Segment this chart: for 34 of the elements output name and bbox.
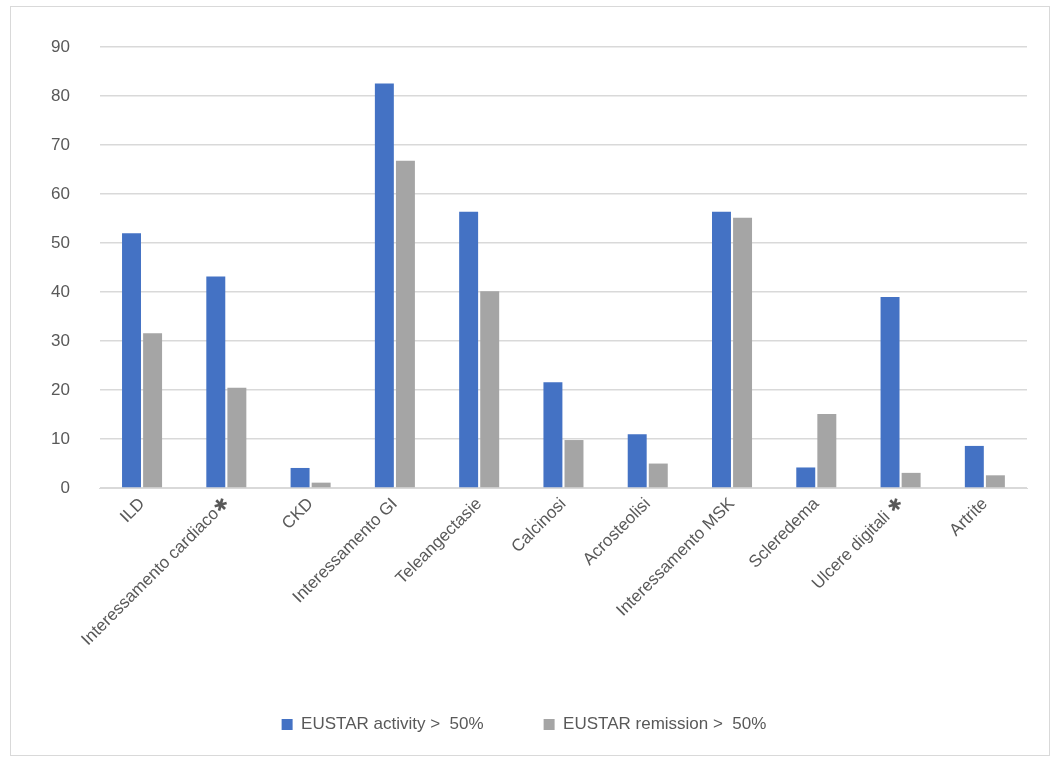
y-tick-label: 0 [60,477,70,497]
bar [206,276,226,488]
legend-label: EUSTAR remission > 50% [563,714,767,734]
bar [395,160,415,488]
bar [227,387,247,488]
y-tick-label: 60 [50,183,70,203]
y-tick-label: 50 [50,232,70,252]
y-tick-label: 40 [50,281,70,301]
y-tick-label: 80 [50,85,70,105]
bar [964,445,984,488]
bar [648,463,668,488]
bar [901,472,921,488]
bar [459,211,479,488]
bar [712,211,731,488]
bar [817,414,837,488]
bar [985,475,1005,488]
bar [564,440,584,488]
bar [143,333,163,488]
y-tick-label: 70 [50,134,70,154]
bar [627,434,647,488]
x-tick-label: ILD [116,493,149,527]
bar [122,233,141,488]
bar [733,217,753,488]
y-tick-label: 90 [50,36,70,56]
y-tick-label: 20 [50,379,70,399]
legend-label: EUSTAR activity > 50% [301,714,484,734]
bar [880,297,900,488]
y-tick-label: 30 [50,330,70,350]
bar [374,83,394,488]
bar [543,382,563,488]
bar [480,291,500,488]
bar [290,467,310,488]
bar [796,467,816,488]
y-tick-label: 10 [50,428,70,448]
